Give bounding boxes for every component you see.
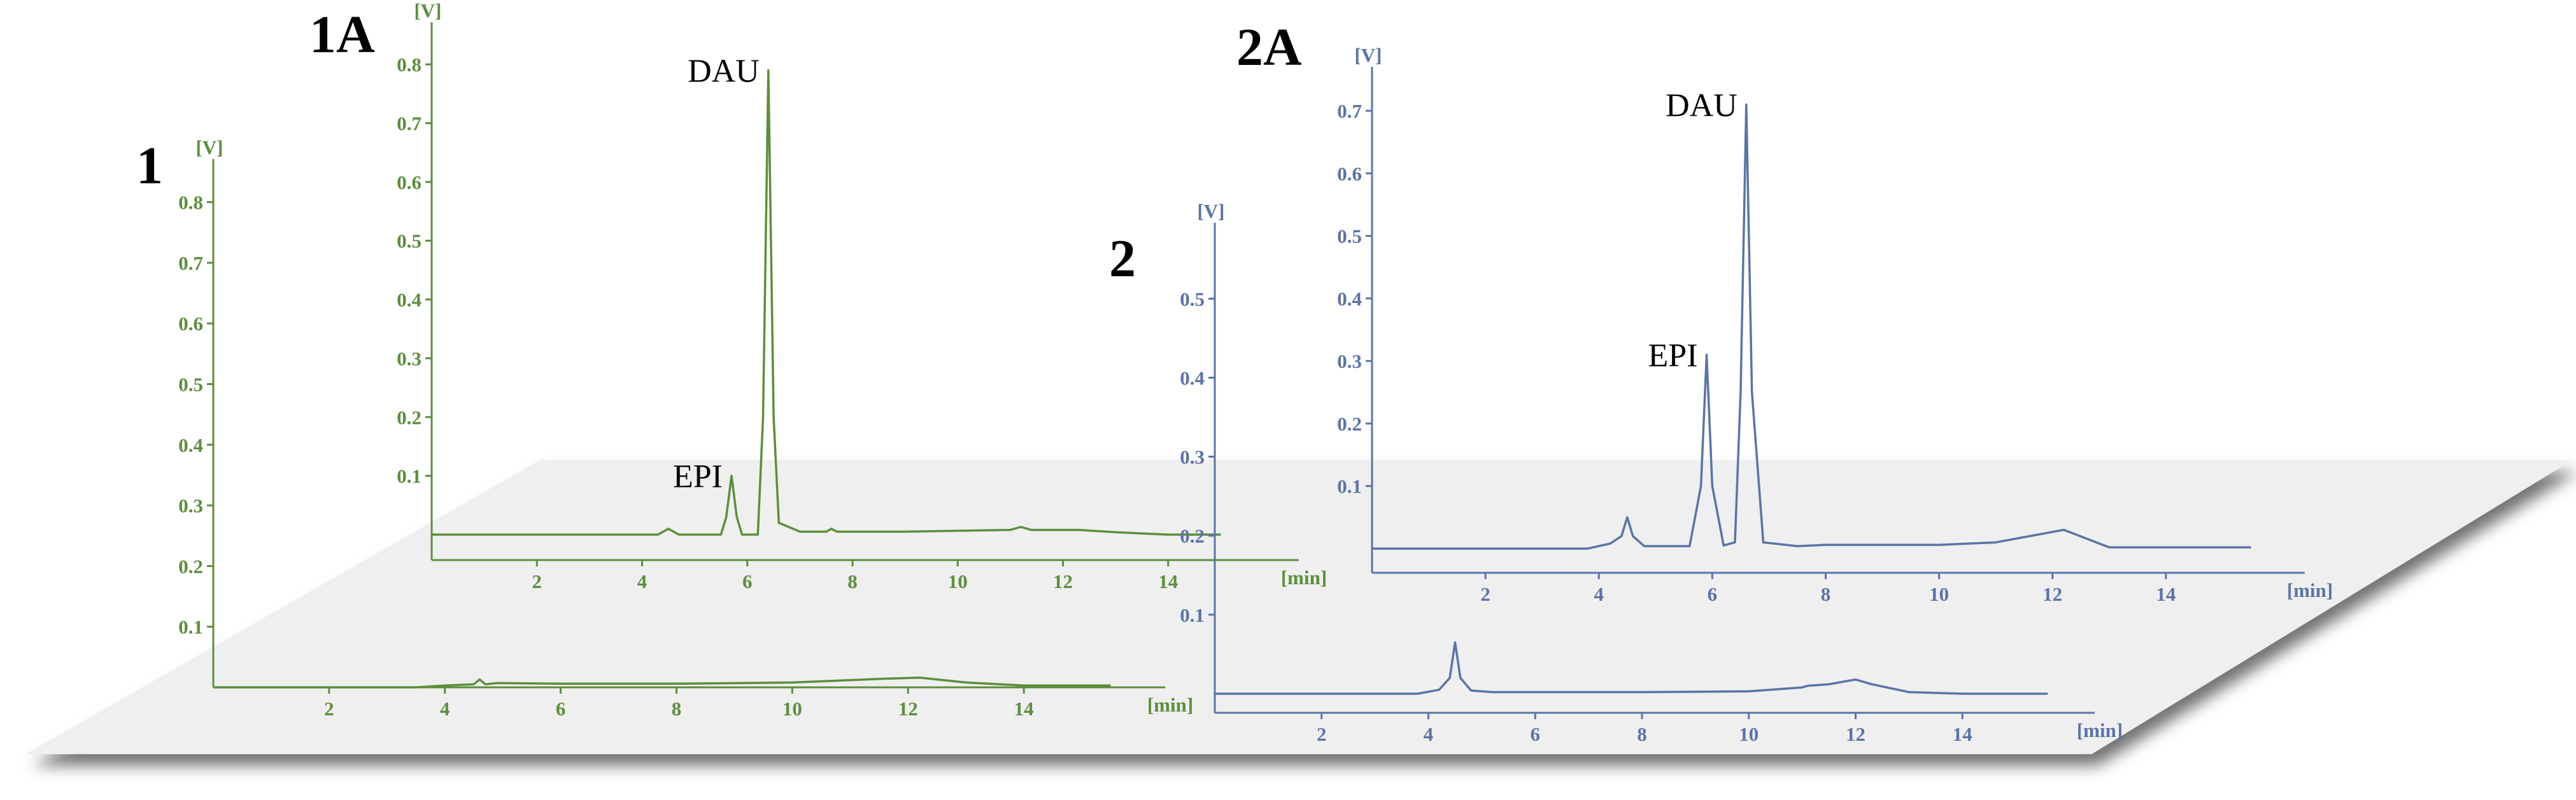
- y-tick-label-1: 0.8: [178, 192, 203, 214]
- x-tick-label-2: 4: [1424, 723, 1434, 745]
- series-line-1a: [432, 69, 1221, 536]
- y-tick-label-1a: 0.7: [397, 113, 421, 135]
- x-unit-label-1: [min]: [1147, 694, 1193, 716]
- x-tick-label-1a: 8: [847, 570, 858, 593]
- y-tick-label-2: 0.4: [1180, 367, 1205, 389]
- series-line-2: [1215, 641, 2048, 695]
- y-tick-label-1a: 0.8: [397, 53, 421, 76]
- panel-label-1: 1: [136, 136, 163, 195]
- x-tick-label-1a: 6: [742, 570, 753, 593]
- y-tick-label-1: 0.1: [178, 616, 203, 638]
- panel-label-2a: 2A: [1236, 18, 1302, 77]
- y-unit-label-2a: [V]: [1354, 44, 1382, 66]
- y-tick-label-1: 0.3: [178, 495, 203, 517]
- x-tick-label-1a: 2: [532, 570, 542, 593]
- x-tick-label-1: 12: [898, 698, 918, 720]
- y-tick-label-1a: 0.6: [397, 171, 421, 193]
- x-tick-label-2a: 4: [1594, 583, 1604, 605]
- panel-label-1a: 1A: [309, 5, 375, 64]
- y-tick-label-1: 0.6: [178, 312, 203, 335]
- y-unit-label-1: [V]: [195, 136, 223, 158]
- y-tick-label-2a: 0.3: [1337, 350, 1362, 372]
- chart-1: 0.1 0.2 0.3 0.4 0.5 0.6 0.7 0.8 [V] 2 4 6 8 10 12 14 [mi…: [178, 136, 1193, 720]
- x-tick-label-1: 4: [440, 698, 450, 720]
- x-tick-label-1a: 4: [637, 570, 648, 593]
- chart-2a: 0.1 0.2 0.3 0.4 0.5 0.6 0.7 [V] 2 4 6 8 10 12 14 [min] D…: [1337, 44, 2333, 605]
- x-tick-label-1: 8: [672, 698, 682, 720]
- y-tick-label-1a: 0.4: [397, 289, 421, 311]
- x-tick-label-1: 10: [782, 698, 802, 720]
- x-tick-label-2a: 8: [1821, 583, 1831, 605]
- y-tick-label-1a: 0.1: [397, 465, 421, 488]
- series-line-1: [213, 677, 1111, 689]
- x-unit-label-2: [min]: [2077, 719, 2123, 741]
- y-tick-label-2a: 0.6: [1337, 162, 1362, 185]
- series-line-2a: [1372, 103, 2251, 550]
- y-tick-label-2: 0.5: [1180, 288, 1205, 310]
- x-tick-label-1a: 14: [1158, 570, 1178, 593]
- y-tick-label-1: 0.4: [178, 434, 203, 456]
- y-tick-label-1: 0.5: [178, 374, 203, 396]
- y-tick-label-1a: 0.3: [397, 347, 421, 370]
- y-tick-label-2a: 0.7: [1337, 100, 1362, 122]
- y-tick-label-1: 0.2: [178, 555, 203, 577]
- x-tick-label-2a: 14: [2156, 583, 2176, 605]
- x-tick-label-2a: 10: [1929, 583, 1949, 605]
- floor-plane: [25, 460, 2572, 754]
- y-tick-label-2a: 0.4: [1337, 288, 1362, 310]
- peak-label-epi-2a: EPI: [1648, 337, 1697, 374]
- y-unit-label-1a: [V]: [414, 0, 441, 22]
- y-unit-label-2: [V]: [1197, 200, 1224, 222]
- x-tick-label-2: 14: [1953, 723, 1972, 745]
- y-tick-label-2: 0.3: [1180, 446, 1205, 468]
- x-tick-label-2: 2: [1317, 723, 1327, 745]
- x-tick-label-2: 12: [1846, 723, 1865, 745]
- y-tick-label-1a: 0.5: [397, 230, 421, 252]
- x-tick-label-2: 10: [1739, 723, 1759, 745]
- x-tick-label-2: 8: [1637, 723, 1647, 745]
- x-tick-label-1: 6: [556, 698, 566, 720]
- panel-label-2: 2: [1109, 229, 1136, 288]
- peak-label-epi-1a: EPI: [673, 459, 723, 495]
- y-tick-label-2a: 0.2: [1337, 412, 1362, 435]
- x-tick-label-2a: 6: [1708, 583, 1718, 605]
- y-tick-label-2a: 0.1: [1337, 475, 1362, 498]
- x-unit-label-1a: [min]: [1281, 566, 1327, 589]
- peak-label-dau-2a: DAU: [1666, 87, 1737, 123]
- y-tick-label-2: 0.2: [1180, 525, 1205, 547]
- x-tick-label-2a: 2: [1480, 583, 1490, 605]
- x-tick-label-1a: 10: [948, 570, 968, 593]
- y-tick-label-2: 0.1: [1180, 604, 1205, 626]
- x-tick-label-2: 6: [1531, 723, 1541, 745]
- chart-2: 0.1 0.2 0.3 0.4 0.5 [V] 2 4 6 8 10 12 14 [min]: [1180, 200, 2123, 745]
- peak-label-dau-1a: DAU: [688, 53, 760, 89]
- x-unit-label-2a: [min]: [2287, 579, 2333, 601]
- x-tick-label-1: 14: [1014, 698, 1034, 720]
- x-tick-label-2a: 12: [2042, 583, 2062, 605]
- y-tick-label-2a: 0.5: [1337, 225, 1362, 248]
- x-tick-label-1a: 12: [1053, 570, 1073, 593]
- x-tick-label-1: 2: [324, 698, 334, 720]
- y-tick-label-1a: 0.2: [397, 406, 421, 428]
- y-tick-label-1: 0.7: [178, 252, 203, 274]
- chart-1a: 0.1 0.2 0.3 0.4 0.5 0.6 0.7 0.8 [V] 2 4 6 8 10 12 14 [mi…: [397, 0, 1327, 593]
